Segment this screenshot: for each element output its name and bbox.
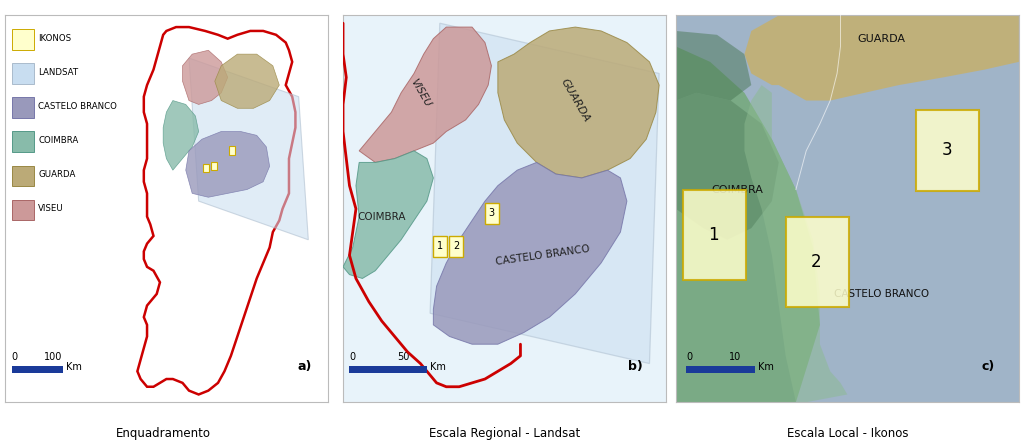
Polygon shape [189,58,308,240]
Text: Km: Km [758,362,774,372]
Polygon shape [185,132,269,197]
Polygon shape [744,15,1019,100]
Text: 0: 0 [686,352,692,362]
Bar [211,162,217,170]
Text: 3: 3 [941,141,952,160]
Bar [11,165,34,186]
Text: Enquadramento: Enquadramento [117,427,211,440]
Text: IKONOS: IKONOS [38,34,71,43]
Bar [433,236,446,257]
Text: VISEU: VISEU [38,204,63,213]
Polygon shape [430,23,659,363]
Polygon shape [137,27,296,394]
Bar [686,366,755,373]
Bar [204,164,209,172]
Text: c): c) [982,360,995,373]
Text: CASTELO BRANCO: CASTELO BRANCO [835,289,929,299]
Polygon shape [676,31,752,100]
Text: b): b) [629,360,643,373]
Text: 0: 0 [349,352,355,362]
Polygon shape [744,85,848,402]
Text: COIMBRA: COIMBRA [712,184,764,194]
Bar [683,190,746,280]
Polygon shape [498,27,659,178]
Polygon shape [215,54,280,108]
Text: GUARDA: GUARDA [858,34,905,44]
Bar [11,63,34,84]
Text: CASTELO BRANCO: CASTELO BRANCO [496,244,591,267]
Text: 2: 2 [811,253,822,271]
Bar [11,97,34,118]
Bar [349,366,427,373]
Polygon shape [182,50,227,104]
Text: 2: 2 [454,241,460,251]
Bar [450,236,463,257]
Text: 50: 50 [397,352,410,362]
Bar [485,203,499,224]
Polygon shape [433,162,627,344]
Bar [785,217,849,308]
Text: 10: 10 [729,352,741,362]
Polygon shape [359,27,492,162]
Polygon shape [343,151,433,278]
Bar [11,29,34,50]
Text: 1: 1 [709,226,719,244]
Text: Km: Km [430,362,446,372]
Text: GUARDA: GUARDA [559,77,592,124]
Text: VISEU: VISEU [409,77,432,109]
Bar [11,132,34,152]
Text: GUARDA: GUARDA [38,170,76,179]
Text: Escala Regional - Landsat: Escala Regional - Landsat [429,427,581,440]
Bar [916,110,979,191]
Text: Km: Km [67,362,82,372]
Polygon shape [676,93,779,240]
Text: 3: 3 [488,209,495,218]
Text: 100: 100 [44,352,61,362]
Text: 1: 1 [437,241,443,251]
Text: 0: 0 [11,352,17,362]
Bar [229,146,236,155]
Bar [11,199,34,220]
Text: CASTELO BRANCO: CASTELO BRANCO [38,102,117,111]
Text: LANDSAT: LANDSAT [38,68,78,77]
Polygon shape [163,100,199,170]
Polygon shape [676,46,820,402]
Text: Escala Local - Ikonos: Escala Local - Ikonos [787,427,908,440]
Bar [11,366,63,373]
Text: COIMBRA: COIMBRA [357,212,406,221]
Text: COIMBRA: COIMBRA [38,136,78,145]
Text: a): a) [297,360,311,373]
